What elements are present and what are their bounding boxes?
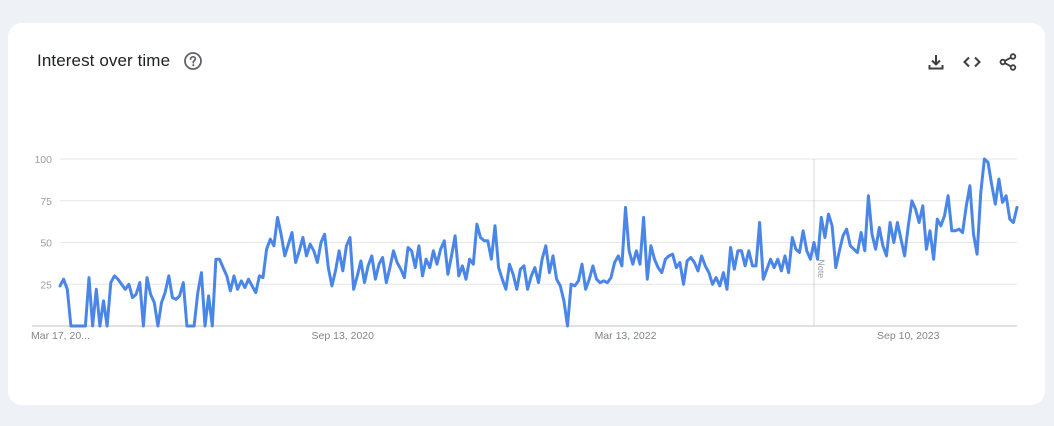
code-icon (963, 56, 981, 68)
annotation-label[interactable]: Note (816, 259, 826, 278)
help-circle-icon[interactable] (183, 51, 203, 71)
y-tick-label: 25 (40, 279, 52, 291)
share-button[interactable] (997, 51, 1019, 73)
y-tick-label: 50 (40, 238, 52, 250)
y-tick-label: 100 (34, 154, 52, 166)
card-header: Interest over time (37, 51, 203, 71)
x-tick-label: Sep 13, 2020 (312, 330, 375, 342)
interest-over-time-card: Interest over time (8, 23, 1045, 405)
card-actions (925, 51, 1019, 73)
share-icon (999, 53, 1017, 71)
y-tick-label: 75 (40, 196, 52, 208)
interest-series-line[interactable] (58, 157, 1019, 328)
x-tick-label: Mar 13, 2022 (595, 330, 657, 342)
embed-button[interactable] (961, 51, 983, 73)
x-tick-label: Sep 10, 2023 (877, 330, 940, 342)
card-title: Interest over time (37, 51, 171, 70)
x-tick-label: Mar 17, 20... (31, 330, 90, 342)
download-button[interactable] (925, 51, 947, 73)
download-icon (928, 55, 944, 70)
